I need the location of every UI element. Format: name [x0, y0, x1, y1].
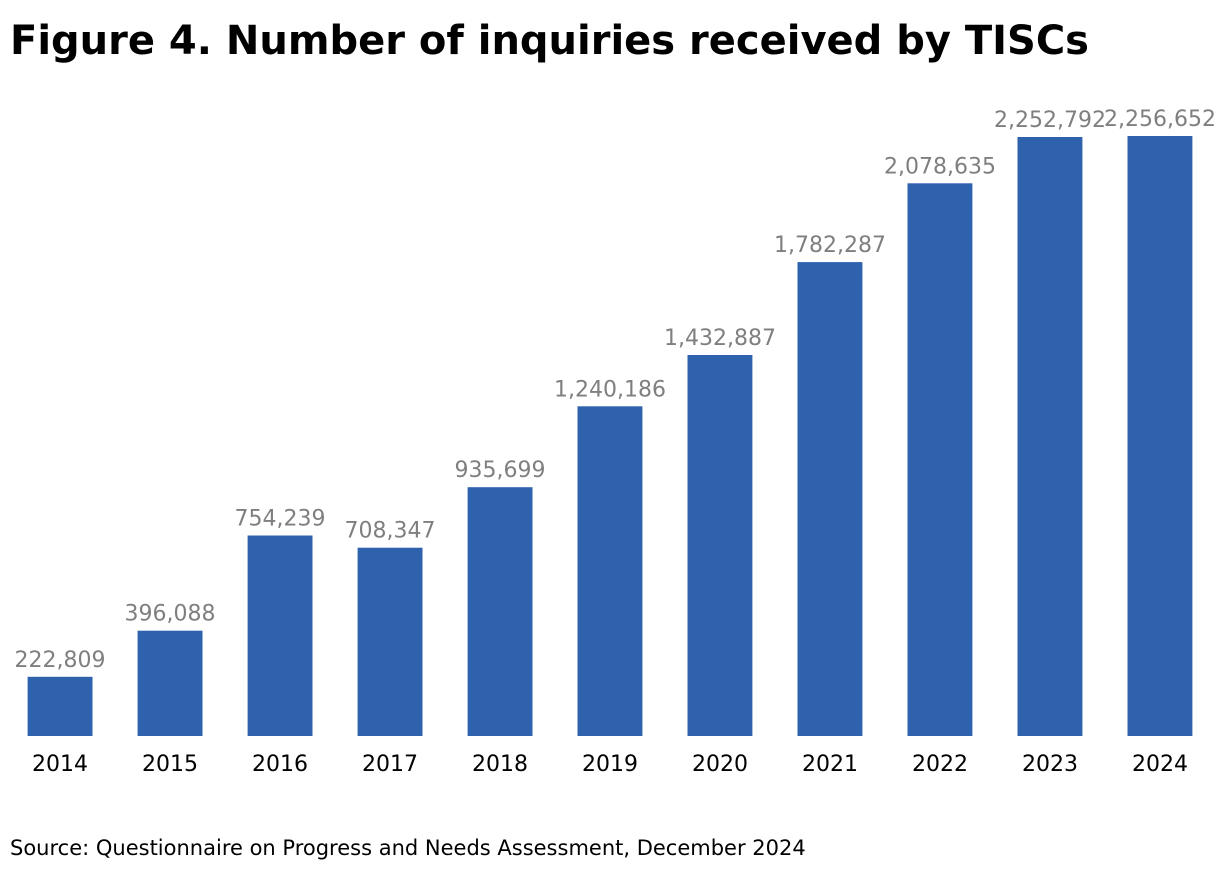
bar-2015 [137, 630, 203, 736]
data-label-2015: 396,088 [125, 602, 216, 627]
data-label-2020: 1,432,887 [664, 326, 776, 351]
bar-2021 [797, 262, 863, 736]
x-tick-label-2016: 2016 [252, 752, 308, 777]
data-label-2018: 935,699 [455, 458, 546, 483]
source-note: Source: Questionnaire on Progress and Ne… [10, 836, 806, 860]
bar-2014 [27, 676, 93, 736]
x-tick-label-2022: 2022 [912, 752, 968, 777]
bar-2017 [357, 547, 423, 736]
data-label-2023: 2,252,792 [994, 108, 1106, 133]
x-tick-label-2024: 2024 [1132, 752, 1188, 777]
x-tick-label-2018: 2018 [472, 752, 528, 777]
bar-2024 [1127, 136, 1193, 736]
data-label-2024: 2,256,652 [1104, 107, 1216, 132]
x-tick-label-2014: 2014 [32, 752, 88, 777]
bar-2020 [687, 355, 753, 736]
x-tick-label-2021: 2021 [802, 752, 858, 777]
bar-2016 [247, 535, 313, 736]
x-tick-label-2023: 2023 [1022, 752, 1078, 777]
data-label-2017: 708,347 [345, 519, 436, 544]
x-tick-label-2015: 2015 [142, 752, 198, 777]
bar-2018 [467, 487, 533, 736]
bar-2023 [1017, 137, 1083, 736]
figure-title: Figure 4. Number of inquiries received b… [10, 18, 1089, 64]
data-label-2022: 2,078,635 [884, 154, 996, 179]
x-tick-label-2017: 2017 [362, 752, 418, 777]
bar-2019 [577, 406, 643, 736]
data-label-2019: 1,240,186 [554, 377, 666, 402]
x-tick-label-2020: 2020 [692, 752, 748, 777]
data-label-2016: 754,239 [235, 507, 326, 532]
data-label-2021: 1,782,287 [774, 233, 886, 258]
data-label-2014: 222,809 [15, 648, 106, 673]
x-tick-label-2019: 2019 [582, 752, 638, 777]
bar-2022 [907, 183, 973, 737]
